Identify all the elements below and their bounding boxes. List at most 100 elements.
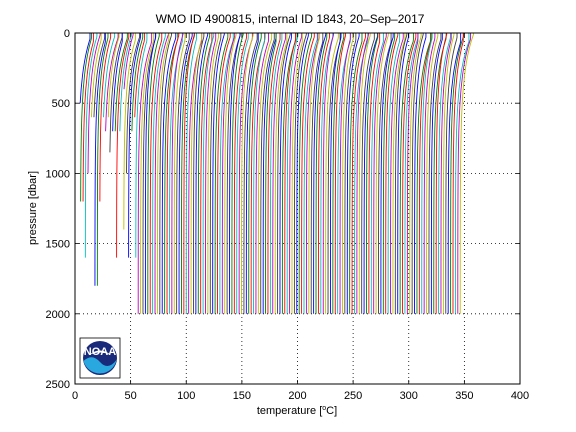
profile-line [183, 33, 195, 314]
logo-text: NOAA [84, 346, 116, 358]
profile-line [103, 33, 116, 118]
profile-line [159, 33, 172, 314]
x-tick-label: 100 [177, 390, 195, 402]
profile-line [233, 33, 248, 314]
profile-line [378, 33, 392, 314]
profile-line [426, 33, 439, 314]
profile-line [193, 33, 205, 314]
profile-line [126, 33, 141, 174]
profile-line [447, 33, 462, 314]
profile-line [253, 33, 266, 314]
x-axis-label-degree: o [322, 405, 326, 412]
profile-line [301, 33, 315, 314]
profile-line [260, 33, 275, 314]
profile-line [185, 33, 198, 314]
profile-line [435, 33, 448, 314]
x-axis-label: temperature [oC] [257, 405, 337, 417]
profile-line [166, 33, 180, 314]
profile-line [137, 33, 153, 314]
profile-line [195, 33, 209, 314]
profile-line [248, 33, 262, 314]
x-tick-label: 300 [400, 390, 418, 402]
profile-line [94, 33, 106, 286]
profile-line [154, 33, 169, 314]
profile-line [93, 33, 106, 118]
profile-line [394, 33, 408, 314]
profile-line [221, 33, 236, 314]
profile-line [423, 33, 436, 314]
profile-line [105, 33, 119, 132]
profile-line [224, 33, 237, 314]
profile-line [219, 33, 234, 314]
profile-line [445, 33, 458, 314]
profile-line [214, 33, 229, 314]
profile-line [421, 33, 433, 314]
profile-line [387, 33, 401, 314]
profile-line [131, 33, 144, 132]
profile-line [305, 33, 319, 314]
profile-line [212, 33, 225, 314]
profile-line [327, 33, 341, 314]
profile-line [114, 33, 128, 132]
y-tick-label: 0 [64, 28, 70, 40]
profile-line [265, 33, 277, 314]
profile-line [380, 33, 394, 314]
profile-line [303, 33, 318, 314]
profile-line [373, 33, 387, 314]
profile-line [385, 33, 399, 314]
profile-line [107, 33, 120, 118]
profile-line [245, 33, 259, 314]
y-tick-label: 500 [52, 98, 70, 110]
profile-line [409, 33, 422, 314]
profile-line [149, 33, 163, 314]
profile-line [406, 33, 419, 314]
profile-line [241, 33, 254, 314]
x-tick-label: 350 [455, 390, 473, 402]
x-axis-label-suffix: C] [326, 405, 337, 417]
profile-line [342, 33, 355, 314]
profile-line [231, 33, 244, 314]
profile-line [289, 33, 303, 314]
profile-line [190, 33, 203, 314]
profile-line [173, 33, 186, 314]
profile-line [272, 33, 287, 314]
profile-line [168, 33, 183, 314]
profile-line [123, 33, 134, 90]
profile-line [286, 33, 299, 314]
logo-wave [83, 357, 117, 374]
profile-line [279, 33, 292, 314]
profile-line [375, 33, 389, 314]
profile-line [363, 33, 378, 314]
profile-line [178, 33, 193, 314]
profile-line [277, 33, 291, 314]
noaa-logo: NOAA [79, 337, 121, 379]
profile-line [459, 33, 474, 314]
x-tick-label: 250 [344, 390, 362, 402]
profile-line [344, 33, 357, 314]
profile-line [382, 33, 396, 314]
profile-line [229, 33, 241, 314]
profile-line [144, 33, 157, 314]
y-tick-label: 2000 [46, 309, 70, 321]
profile-line [399, 33, 414, 314]
profile-line [322, 33, 334, 314]
profile-line [79, 33, 91, 104]
profile-line [329, 33, 342, 314]
profile-line [361, 33, 375, 314]
profile-line [293, 33, 307, 314]
profile-line [296, 33, 309, 314]
y-tick-label: 2500 [46, 379, 70, 391]
profile-line [197, 33, 211, 314]
profile-line [430, 33, 443, 314]
profile-line [116, 33, 130, 258]
profile-line [82, 33, 94, 202]
profile-line [397, 33, 409, 314]
profile-line [428, 33, 442, 314]
profile-line [255, 33, 269, 314]
profile-line [366, 33, 379, 314]
profile-line [308, 33, 321, 314]
profile-line [217, 33, 231, 314]
profile-line [349, 33, 363, 314]
profile-line [450, 33, 465, 314]
